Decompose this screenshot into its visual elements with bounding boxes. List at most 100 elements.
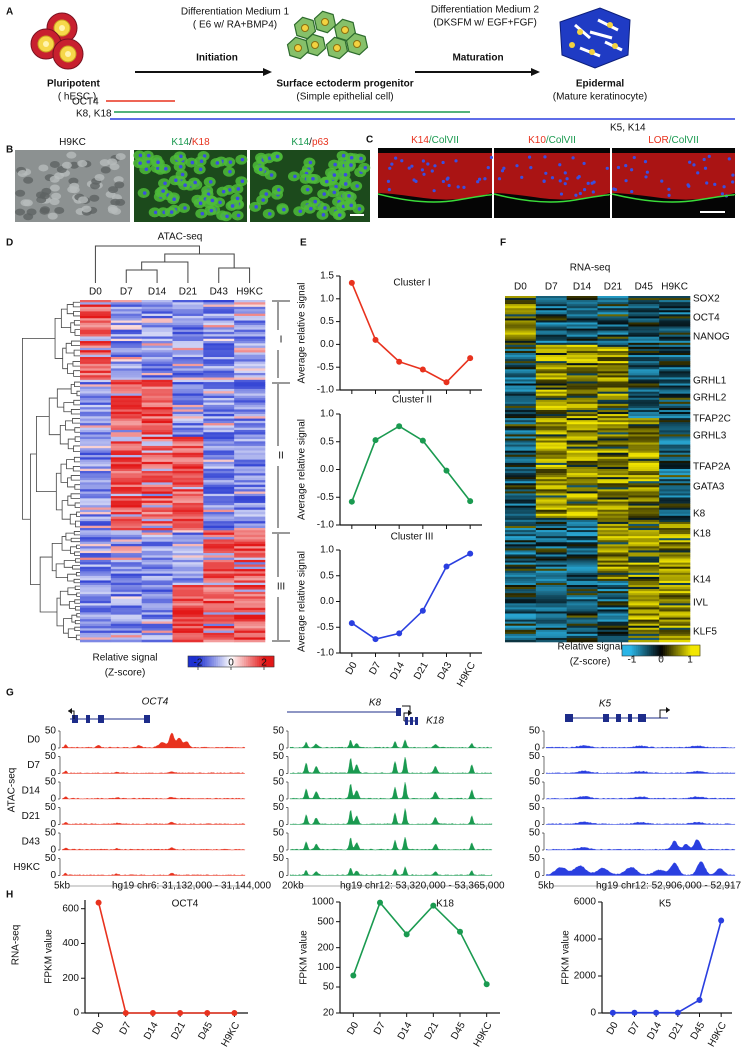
heatmap-cell bbox=[566, 540, 598, 543]
heatmap-cell bbox=[659, 540, 691, 543]
heatmap-cell bbox=[597, 558, 629, 561]
heatmap-cell bbox=[535, 350, 567, 354]
heatmap-cell bbox=[566, 637, 598, 641]
heatmap-cell bbox=[203, 562, 235, 565]
heatmap-cell bbox=[203, 416, 235, 419]
cell bbox=[94, 173, 105, 181]
nucleus bbox=[582, 161, 586, 166]
heatmap-cell bbox=[172, 377, 204, 381]
nucleus bbox=[363, 165, 368, 170]
track-tick-label: 50 bbox=[45, 828, 57, 839]
heatmap-cell bbox=[172, 626, 204, 629]
heatmap-cell bbox=[535, 346, 567, 350]
heatmap-cell bbox=[535, 519, 567, 523]
heatmap-cell bbox=[628, 316, 660, 319]
heatmap-cell bbox=[234, 448, 266, 451]
heatmap-cell bbox=[628, 483, 660, 486]
heatmap-cell bbox=[141, 313, 173, 317]
heatmap-cell bbox=[172, 587, 204, 590]
signal-track bbox=[289, 782, 493, 800]
heatmap-cell bbox=[141, 302, 173, 305]
heatmap-cell bbox=[597, 458, 629, 462]
heatmap-cell bbox=[566, 450, 598, 454]
nucleus bbox=[645, 170, 649, 174]
heatmap-cell bbox=[172, 585, 204, 588]
heatmap-cell bbox=[110, 491, 142, 495]
heatmap-cell bbox=[535, 389, 567, 392]
heatmap-cell bbox=[628, 479, 660, 482]
heatmap-cell bbox=[110, 404, 142, 408]
heatmap-cell bbox=[505, 483, 537, 486]
heatmap-cell bbox=[172, 363, 204, 367]
heatmap-cell bbox=[566, 566, 598, 570]
panel-letter: F bbox=[500, 238, 506, 249]
heatmap-cell bbox=[80, 322, 112, 326]
heatmap-cell bbox=[172, 309, 204, 312]
data-point bbox=[95, 899, 102, 906]
heatmap-cell bbox=[172, 580, 204, 584]
heatmap-cell bbox=[535, 369, 567, 372]
heatmap-cell bbox=[505, 591, 537, 594]
x-tick-label: D21 bbox=[423, 1020, 442, 1042]
heatmap-cell bbox=[535, 619, 567, 622]
heatmap-cell bbox=[628, 304, 660, 307]
heatmap-cell bbox=[80, 407, 112, 410]
medium-detail: ( E6 w/ RA+BMP4) bbox=[193, 20, 277, 31]
heatmap-cell bbox=[535, 623, 567, 627]
heatmap-cell bbox=[535, 352, 567, 356]
heatmap-cell bbox=[172, 436, 204, 440]
nucleus bbox=[400, 159, 404, 163]
column-label: D14 bbox=[148, 287, 167, 298]
heatmap-cell bbox=[597, 635, 629, 639]
heatmap-cell bbox=[566, 509, 598, 513]
data-point bbox=[231, 1010, 238, 1016]
heatmap-cell bbox=[110, 386, 142, 390]
image-label: H9KC bbox=[59, 137, 86, 148]
heatmap-cell bbox=[597, 296, 629, 299]
y-axis-label: FPKM value bbox=[44, 929, 55, 984]
heatmap-cell bbox=[80, 603, 112, 606]
colorbar-segment bbox=[696, 645, 699, 656]
heatmap-cell bbox=[110, 320, 142, 324]
heatmap-cell bbox=[141, 616, 173, 620]
heatmap-cell bbox=[659, 489, 691, 492]
heatmap-cell bbox=[597, 501, 629, 504]
heatmap-cell bbox=[110, 477, 142, 481]
heatmap-cell bbox=[110, 331, 142, 335]
nucleus bbox=[445, 177, 449, 181]
heatmap-cell bbox=[566, 346, 598, 350]
heatmap-cell bbox=[80, 343, 112, 346]
heatmap-cell bbox=[535, 322, 567, 325]
heatmap-cell bbox=[141, 448, 173, 451]
heatmap-cell bbox=[141, 347, 173, 351]
heatmap-cell bbox=[628, 428, 660, 431]
heatmap-cell bbox=[203, 521, 235, 524]
heatmap-cell bbox=[535, 385, 567, 388]
heatmap-cell bbox=[535, 414, 567, 417]
heatmap-cell bbox=[505, 436, 537, 439]
heatmap-cell bbox=[505, 507, 537, 511]
heatmap-cell bbox=[80, 464, 112, 467]
heatmap-cell bbox=[659, 454, 691, 458]
colorbar-segment bbox=[205, 656, 208, 667]
row-dendrogram bbox=[76, 544, 80, 549]
heatmap-cell bbox=[172, 484, 204, 488]
heatmap-cell bbox=[628, 334, 660, 338]
nucleus bbox=[462, 185, 466, 189]
heatmap-cell bbox=[505, 306, 537, 309]
cell bbox=[51, 192, 62, 200]
heatmap-cell bbox=[628, 401, 660, 405]
row-dendrogram bbox=[74, 484, 80, 490]
heatmap-cell bbox=[141, 530, 173, 533]
heatmap-cell bbox=[203, 635, 235, 638]
heatmap-cell bbox=[566, 320, 598, 323]
heatmap-cell bbox=[505, 564, 537, 567]
data-point bbox=[177, 1010, 184, 1016]
heatmap-cell bbox=[172, 550, 204, 554]
heatmap-cell bbox=[597, 391, 629, 394]
colorbar-segment bbox=[203, 656, 206, 667]
nucleus bbox=[240, 179, 245, 184]
nucleus bbox=[282, 207, 286, 212]
nucleus bbox=[644, 175, 648, 179]
nucleus bbox=[174, 178, 178, 183]
